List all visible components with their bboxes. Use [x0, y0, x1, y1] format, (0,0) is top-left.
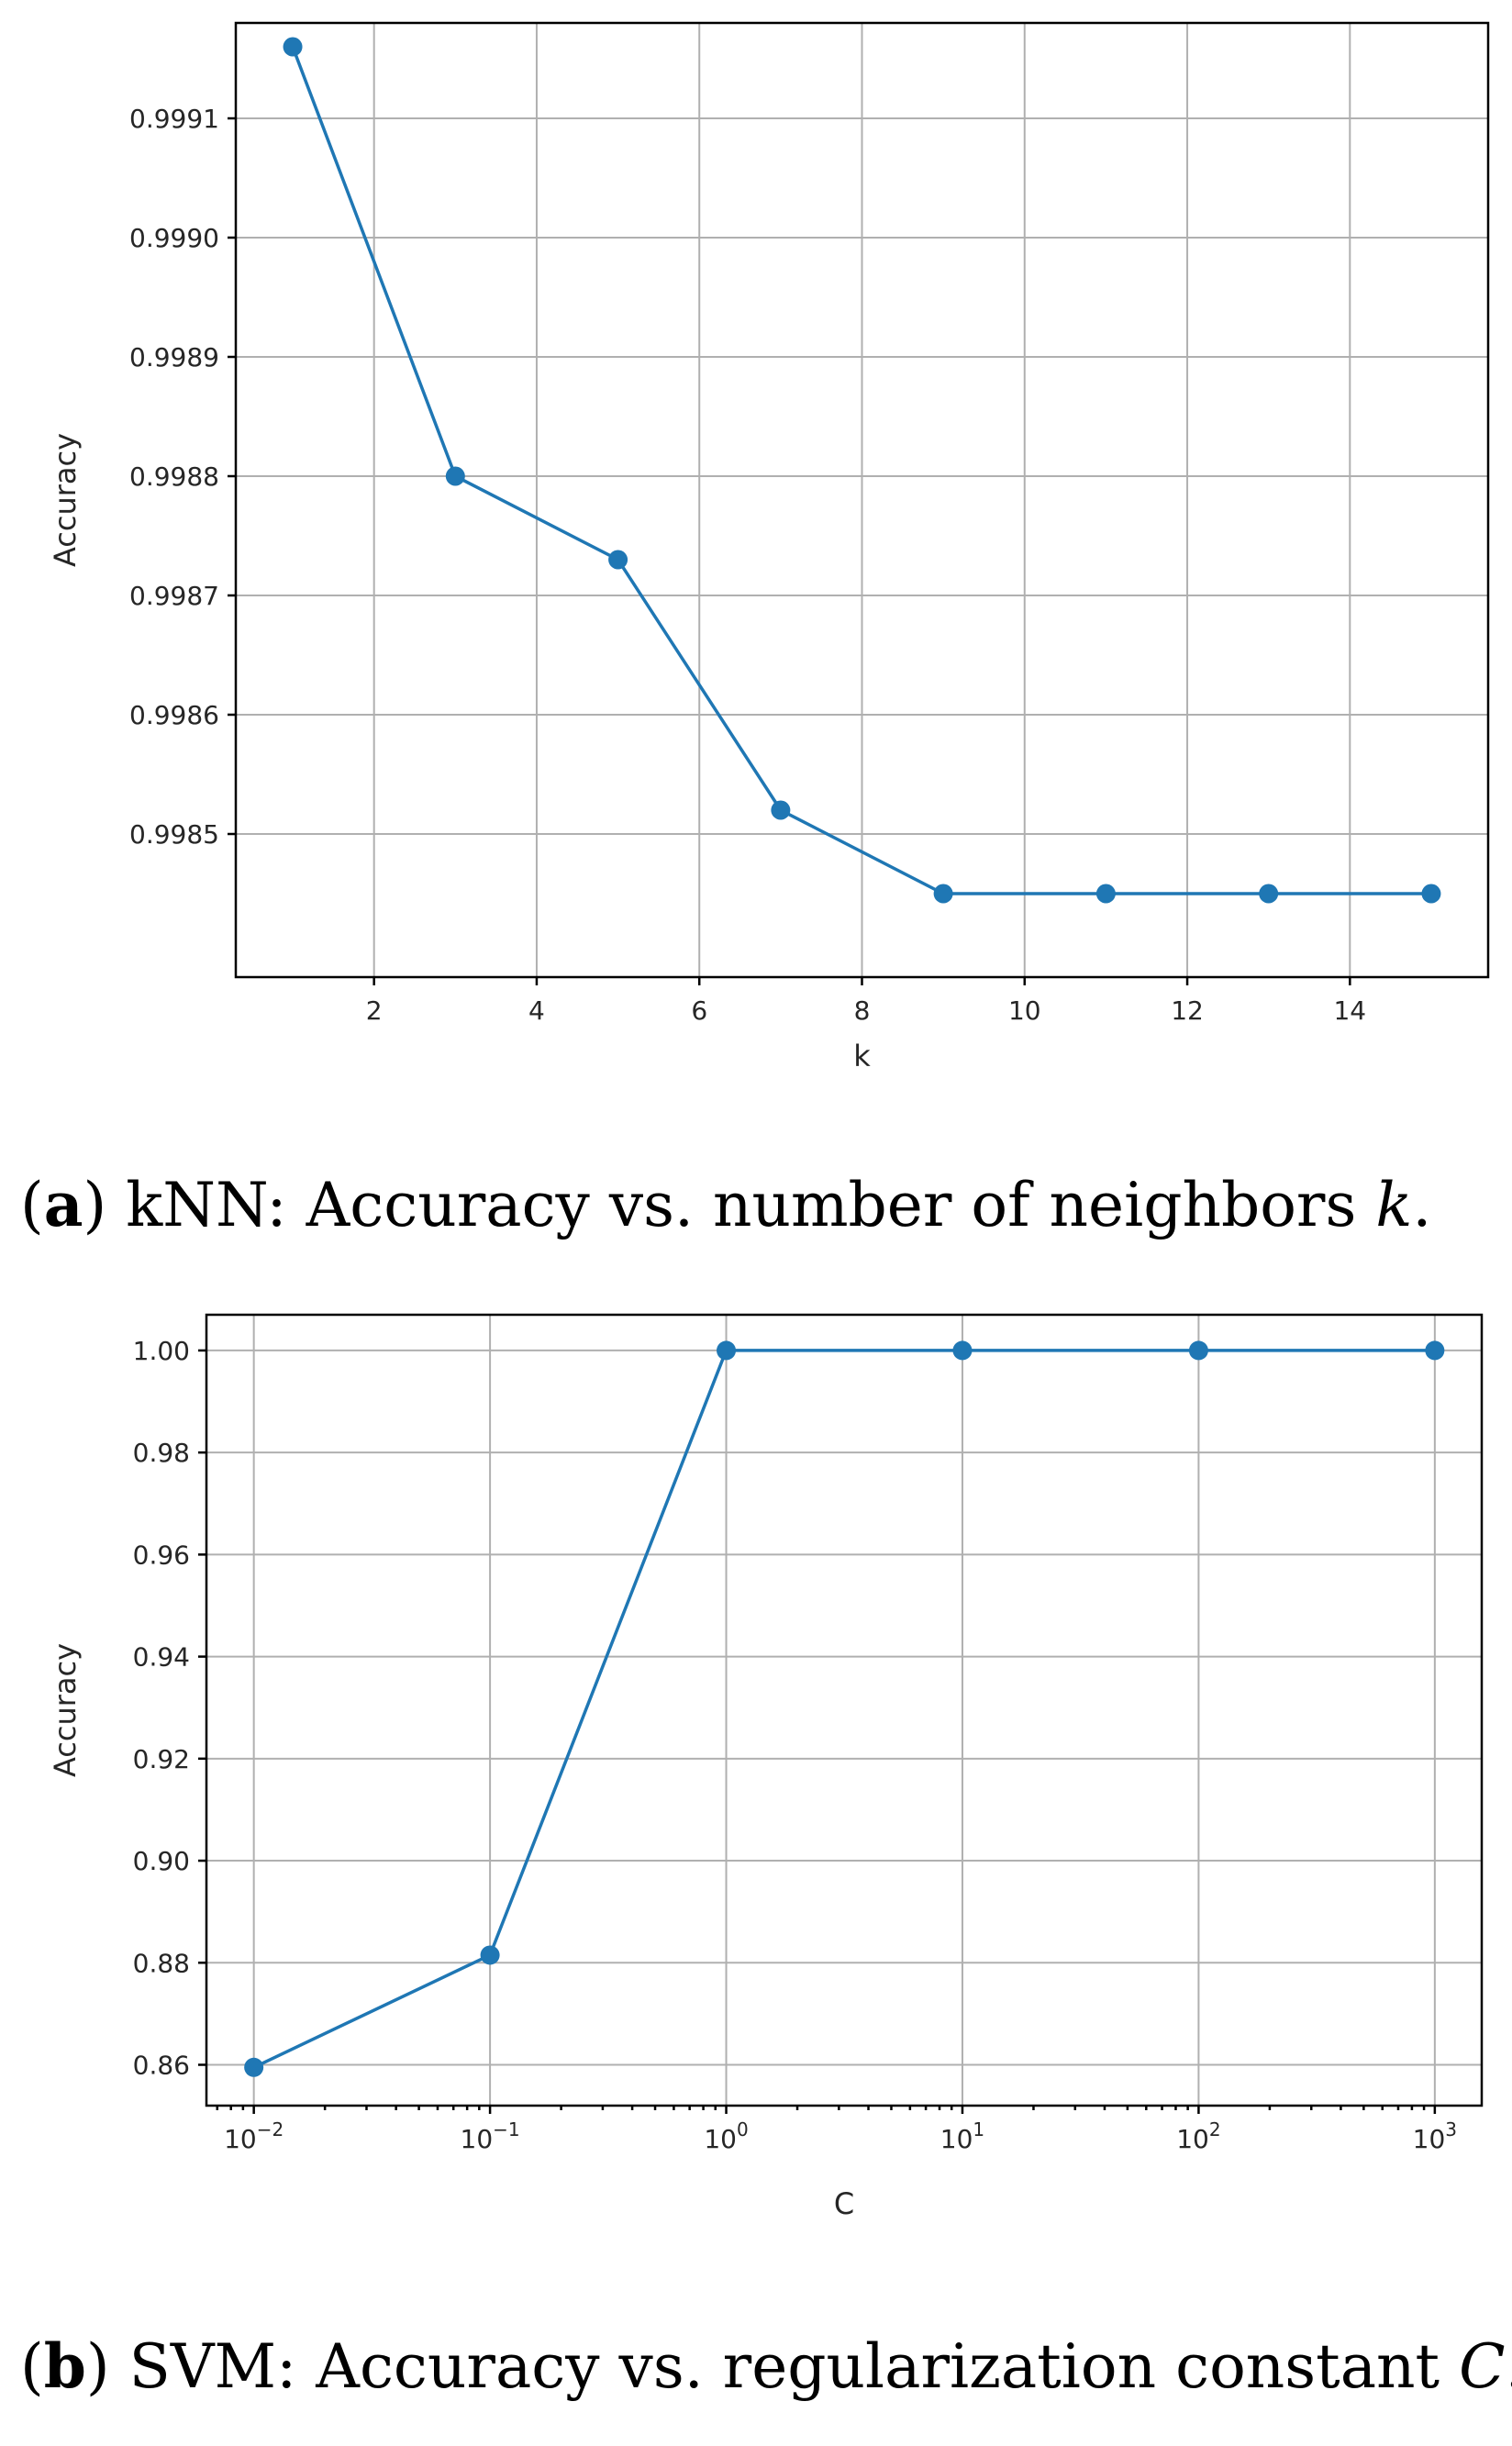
svm-data-point	[717, 1340, 737, 1361]
svm-caption-text: ) SVM: Accuracy vs. regularization const…	[86, 2331, 1459, 2402]
knn-caption-open: (	[20, 1170, 44, 1240]
svm-series-line	[252, 1349, 1435, 2069]
knn-data-point	[283, 37, 303, 57]
svm-caption-end: .	[1506, 2331, 1512, 2402]
svm-x-tick-base: 10	[704, 2124, 737, 2154]
svm-x-tick-label: 10−2	[224, 2118, 284, 2154]
svm-y-tick-label: 0.92	[133, 1744, 190, 1774]
svm-chart-grid	[206, 1315, 1482, 2106]
svm-chart-panel: 10−2 10−1 100 101 102 1030.860.880.900.920.94…	[20, 1313, 1512, 2402]
svm-x-tick-exp: 0	[737, 2118, 749, 2140]
svm-x-tick-label: 101	[940, 2118, 984, 2154]
knn-y-axis-label: Accuracy	[48, 433, 83, 567]
svm-x-axis-label: C	[834, 2186, 854, 2221]
svm-x-tick-label: 10−1	[461, 2118, 520, 2154]
knn-caption-var: k	[1375, 1170, 1412, 1240]
knn-caption-text: ) kNN: Accuracy vs. number of neighbors	[83, 1170, 1376, 1240]
svm-x-tick-base: 10	[1176, 2124, 1209, 2154]
knn-caption: (a) kNN: Accuracy vs. number of neighbor…	[20, 1169, 1431, 1240]
knn-caption-letter: a	[44, 1169, 83, 1240]
knn-chart-panel: 2 4 6 8 10 12 14 0.9985 0.9986 0.9987 0.9988 0.9989…	[20, 21, 1490, 1240]
svm-x-tick-exp: 3	[1445, 2118, 1457, 2140]
svm-x-tick-exp: 2	[1209, 2118, 1221, 2140]
svm-x-tick-base: 10	[461, 2124, 494, 2154]
svm-x-tick-label: 102	[1176, 2118, 1220, 2154]
svm-caption-var: C	[1459, 2331, 1506, 2402]
knn-data-point	[1421, 884, 1441, 904]
svm-x-tick-label: 103	[1413, 2118, 1457, 2154]
knn-data-point	[608, 550, 628, 570]
svm-data-point	[480, 1945, 500, 1965]
knn-y-tick-label: 0.9985	[129, 819, 219, 850]
svm-x-tick-base: 10	[1413, 2124, 1446, 2154]
svm-y-tick-label: 0.88	[133, 1948, 190, 1978]
svm-y-tick-label: 0.86	[133, 2051, 190, 2081]
svm-x-tick-exp: 1	[973, 2118, 984, 2140]
knn-x-tick-label: 2	[366, 995, 383, 1026]
svm-x-tick-exp: −1	[493, 2118, 519, 2140]
knn-data-point	[771, 800, 791, 820]
knn-caption-end: .	[1412, 1170, 1431, 1240]
svm-x-tick-base: 10	[224, 2124, 257, 2154]
svm-x-tick-base: 10	[940, 2124, 973, 2154]
knn-chart-ticks: 2 4 6 8 10 12 14 0.9985 0.9986 0.9987 0.9988 0.9989…	[129, 104, 1366, 1026]
knn-x-tick-label: 12	[1171, 995, 1204, 1026]
svm-y-tick-label: 1.00	[133, 1336, 190, 1366]
knn-y-tick-label: 0.9986	[129, 700, 219, 730]
svm-caption-open: (	[20, 2331, 44, 2402]
svm-data-point	[1425, 1340, 1445, 1361]
svm-y-tick-label: 0.96	[133, 1540, 190, 1570]
knn-y-tick-label: 0.9989	[129, 342, 219, 372]
svm-x-tick-exp: −2	[257, 2118, 284, 2140]
knn-data-point	[1259, 884, 1279, 904]
svm-chart-frame	[205, 1313, 1484, 2107]
knn-y-tick-label: 0.9991	[129, 104, 219, 134]
svm-y-tick-label: 0.98	[133, 1438, 190, 1468]
knn-x-tick-label: 14	[1333, 995, 1366, 1026]
knn-chart-frame	[234, 21, 1490, 979]
knn-y-tick-label: 0.9990	[129, 223, 219, 253]
knn-y-tick-label: 0.9987	[129, 581, 219, 611]
knn-data-point	[445, 466, 465, 486]
svm-y-tick-label: 0.90	[133, 1846, 190, 1876]
svm-y-axis-label: Accuracy	[48, 1643, 83, 1777]
svm-caption: (b) SVM: Accuracy vs. regularization con…	[20, 2330, 1512, 2402]
svm-data-point	[1188, 1340, 1208, 1361]
knn-data-point	[933, 884, 953, 904]
knn-x-tick-label: 10	[1008, 995, 1041, 1026]
knn-x-tick-label: 6	[691, 995, 707, 1026]
knn-x-tick-label: 8	[854, 995, 871, 1026]
knn-chart-series	[283, 37, 1441, 904]
svm-data-point	[952, 1340, 973, 1361]
knn-x-tick-label: 4	[528, 995, 545, 1026]
svm-x-tick-label: 100	[704, 2118, 748, 2154]
svm-chart-series	[244, 1340, 1445, 2077]
svm-y-tick-label: 0.94	[133, 1642, 190, 1673]
svm-data-point	[244, 2057, 264, 2077]
knn-data-point	[1095, 884, 1116, 904]
knn-x-axis-label: k	[853, 1039, 871, 1073]
knn-y-tick-label: 0.9988	[129, 461, 219, 492]
svm-chart-ticks: 10−2 10−1 100 101 102 1030.860.880.900.920.94…	[133, 1336, 1457, 2154]
knn-chart-grid	[236, 23, 1488, 977]
knn-series-line	[291, 46, 1431, 895]
svm-caption-letter: b	[44, 2330, 86, 2402]
